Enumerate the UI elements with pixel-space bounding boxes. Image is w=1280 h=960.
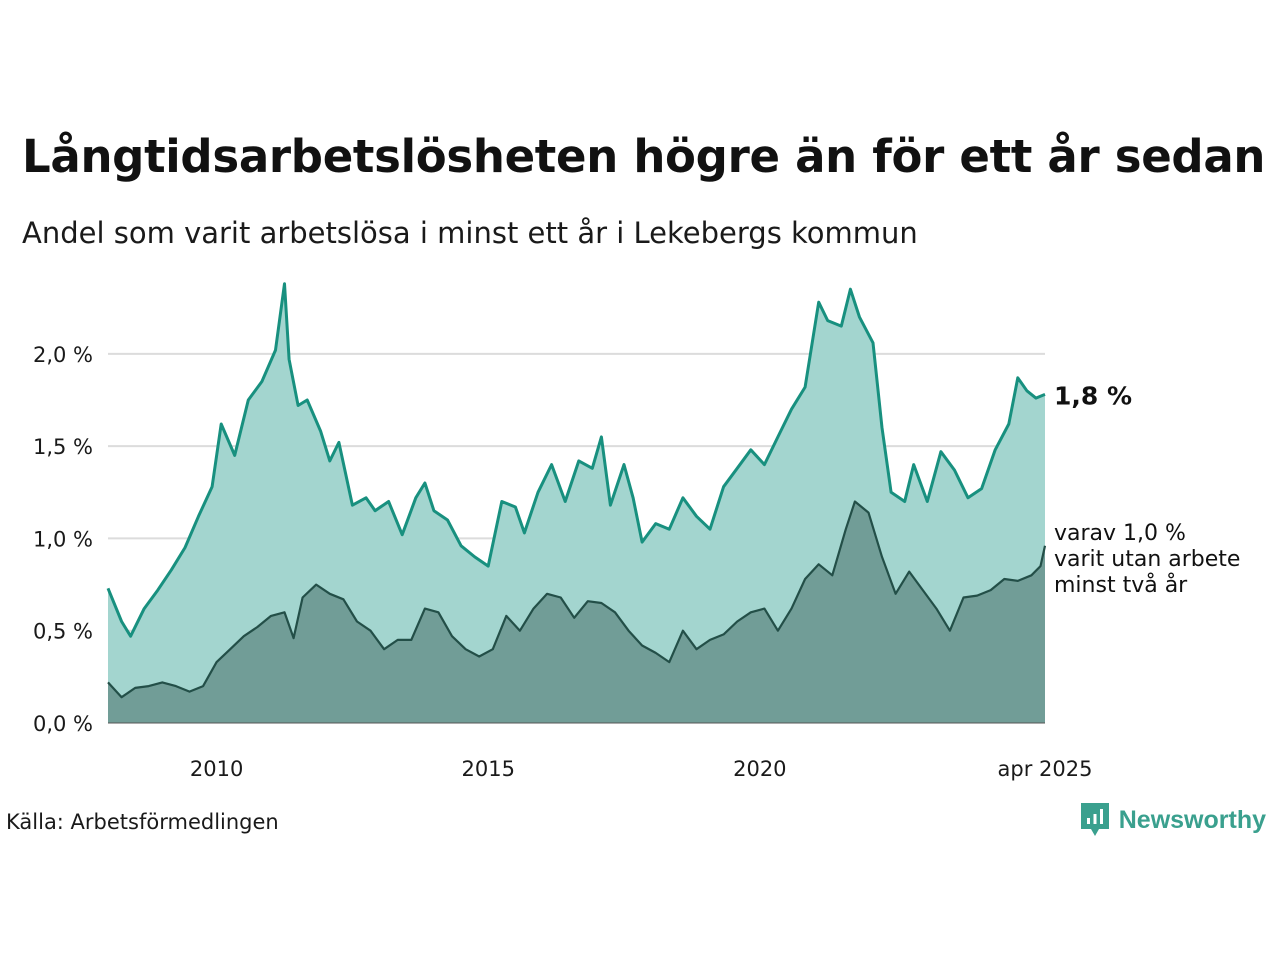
x-tick-label: apr 2025: [998, 757, 1093, 781]
chart-subtitle: Andel som varit arbetslösa i minst ett å…: [22, 216, 918, 250]
series-lines: [106, 282, 1047, 699]
source-note: Källa: Arbetsförmedlingen: [6, 810, 279, 834]
newsworthy-logo: Newsworthy: [1079, 800, 1266, 840]
x-tick-label: 2015: [462, 757, 515, 781]
end-label-subset-line: varit utan arbete: [1054, 547, 1240, 572]
newsworthy-icon: [1080, 803, 1109, 836]
axes: 0,0 % 0,5 % 1,0 % 1,5 % 2,0 % 2010 2015 2020 apr…: [33, 343, 1093, 781]
x-tick-label: 2020: [733, 757, 786, 781]
series-areas: [108, 283, 1045, 723]
chart-title: Långtidsarbetslösheten högre än för ett …: [22, 130, 1266, 183]
end-label-total: 1,8 %: [1054, 381, 1132, 410]
series-1-area: [108, 501, 1045, 723]
area-chart: 0,0 % 0,5 % 1,0 % 1,5 % 2,0 % 2010 2015 2020 apr…: [33, 282, 1240, 781]
end-label-subset-line: varav 1,0 %: [1054, 521, 1186, 546]
brand-name: Newsworthy: [1118, 805, 1266, 834]
y-tick-label: 1,0 %: [33, 527, 93, 551]
series-0-line: [106, 282, 1046, 638]
y-tick-label: 2,0 %: [33, 343, 93, 367]
x-tick-label: 2010: [190, 757, 243, 781]
series-1-line: [107, 500, 1047, 699]
end-label-subset-line: minst två år: [1054, 572, 1188, 598]
y-tick-label: 0,0 %: [33, 712, 93, 736]
y-tick-label: 0,5 %: [33, 620, 93, 644]
y-tick-label: 1,5 %: [33, 435, 93, 459]
